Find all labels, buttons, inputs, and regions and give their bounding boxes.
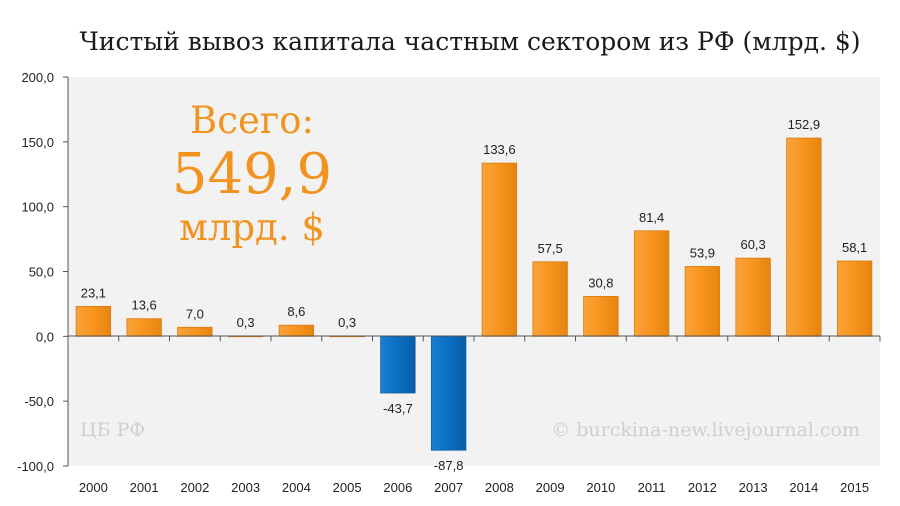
x-tick-label-2011: 2011 (638, 480, 666, 495)
data-label-2002: 7,0 (186, 306, 204, 321)
y-tick-label: 0,0 (36, 329, 54, 344)
bar-2004 (278, 324, 315, 337)
data-label-2013: 60,3 (740, 237, 765, 252)
bar-2011 (633, 230, 670, 337)
bar-2001 (126, 318, 162, 337)
data-label-2003: 0,3 (237, 315, 255, 330)
bar-2012 (684, 266, 721, 337)
bar-2000 (75, 305, 112, 337)
data-label-2010: 30,8 (588, 275, 613, 290)
x-tick-label-2013: 2013 (739, 480, 768, 495)
total-label: Всего: (190, 99, 314, 142)
bar-2014 (786, 137, 822, 337)
bar-2006 (380, 335, 416, 394)
x-tick-label-2015: 2015 (840, 480, 869, 495)
x-tick-label-2014: 2014 (789, 480, 818, 495)
x-tick-label-2000: 2000 (79, 480, 108, 495)
bar-2009 (532, 261, 568, 337)
x-tick-label-2005: 2005 (333, 480, 362, 495)
y-tick-label: 200,0 (21, 70, 54, 85)
data-label-2001: 13,6 (131, 298, 156, 313)
y-tick-label: 50,0 (29, 265, 54, 280)
x-tick-label-2012: 2012 (688, 480, 717, 495)
bar-2013 (735, 257, 771, 337)
chart-title: Чистый вывоз капитала частным сектором и… (79, 27, 860, 56)
source-watermark: ЦБ РФ (80, 419, 145, 441)
x-tick-label-2008: 2008 (485, 480, 514, 495)
x-tick-label-2004: 2004 (282, 480, 311, 495)
data-label-2009: 57,5 (537, 241, 562, 256)
data-label-2004: 8,6 (287, 304, 305, 319)
data-label-2014: 152,9 (788, 117, 821, 132)
total-annotation: Всего: 549,9 млрд. $ (172, 99, 332, 249)
y-tick-label: 100,0 (21, 200, 54, 215)
bar-2008 (481, 162, 518, 337)
data-label-2011: 81,4 (639, 210, 664, 225)
data-label-2015: 58,1 (842, 240, 867, 255)
data-label-2008: 133,6 (483, 142, 516, 157)
bar-2007 (430, 335, 467, 451)
data-label-2006: -43,7 (383, 401, 413, 416)
y-tick-label: 150,0 (21, 135, 54, 150)
x-tick-label-2010: 2010 (586, 480, 615, 495)
data-label-2007: -87,8 (434, 458, 464, 473)
data-label-2005: 0,3 (338, 315, 356, 330)
x-tick-label-2006: 2006 (383, 480, 412, 495)
x-tick-label-2003: 2003 (231, 480, 260, 495)
x-tick-label-2007: 2007 (434, 480, 463, 495)
total-value: 549,9 (172, 142, 332, 207)
bar-2002 (177, 326, 213, 337)
data-label-2000: 23,1 (81, 285, 106, 300)
data-label-2012: 53,9 (690, 245, 715, 260)
y-tick-label: -100,0 (17, 459, 54, 474)
total-unit: млрд. $ (179, 206, 325, 249)
x-tick-label-2001: 2001 (130, 480, 159, 495)
x-tick-label-2002: 2002 (180, 480, 209, 495)
site-watermark: © burckina-new.livejournal.com (551, 419, 860, 441)
y-tick-label: -50,0 (24, 394, 54, 409)
bar-2015 (836, 260, 873, 337)
bar-2010 (583, 295, 619, 337)
x-tick-label-2009: 2009 (536, 480, 565, 495)
